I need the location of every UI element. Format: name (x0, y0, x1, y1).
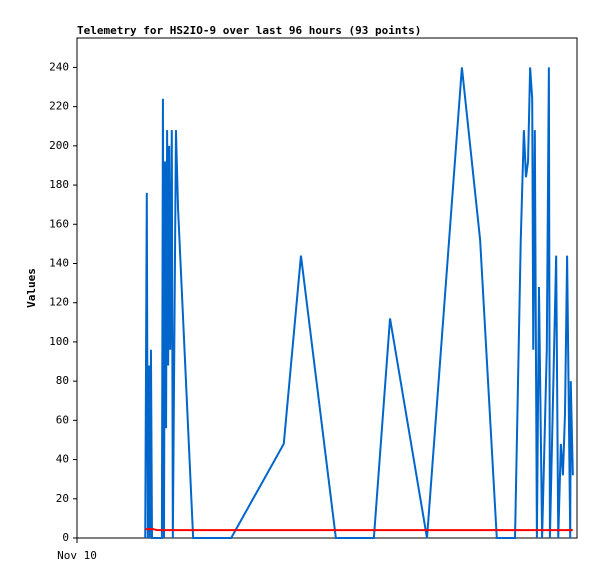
y-axis-label: Values (25, 268, 38, 308)
y-tick-label: 0 (62, 531, 69, 544)
y-tick-label: 240 (49, 60, 69, 73)
y-tick-label: 80 (56, 374, 69, 387)
y-tick-label: 40 (56, 453, 69, 466)
y-tick-label: 140 (49, 256, 69, 269)
y-tick-label: 200 (49, 139, 69, 152)
y-tick-label: 160 (49, 217, 69, 230)
y-tick-label: 180 (49, 178, 69, 191)
y-tick-label: 60 (56, 413, 69, 426)
y-tick-label: 220 (49, 100, 69, 113)
x-tick-label: Nov 10 (57, 549, 97, 562)
series-line (145, 528, 573, 532)
series-line (144, 67, 574, 539)
y-tick-label: 100 (49, 335, 69, 348)
chart-title: Telemetry for HS2IO-9 over last 96 hours… (77, 24, 421, 37)
plot-frame (76, 37, 578, 539)
y-tick-label: 20 (56, 492, 69, 505)
y-tick-label: 120 (49, 296, 69, 309)
